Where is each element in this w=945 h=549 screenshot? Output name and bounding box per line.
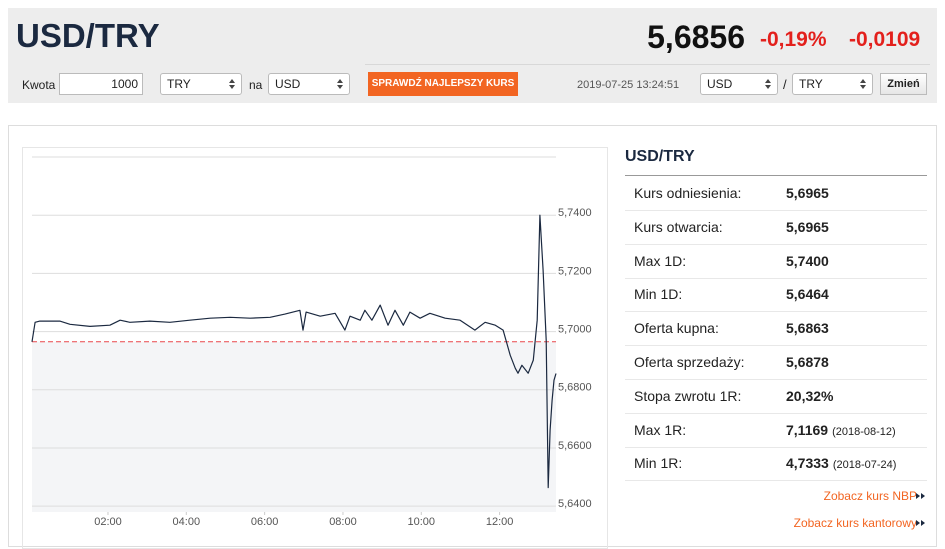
- to-select[interactable]: USD: [268, 73, 350, 95]
- stat-number: 5,6863: [786, 320, 829, 337]
- x-tick-label: 04:00: [173, 516, 201, 528]
- pair-from-select[interactable]: USD: [700, 73, 778, 95]
- joiner: na: [249, 78, 263, 92]
- stat-number: 20,32%: [786, 387, 834, 404]
- stat-label: Max 1R:: [634, 421, 687, 438]
- stat-value: 5,6878: [786, 354, 829, 370]
- stat-number: 4,7333: [786, 455, 829, 472]
- stat-number: 5,6965: [786, 218, 829, 235]
- exchange-link[interactable]: Zobacz kurs kantorowy: [793, 516, 917, 530]
- price-line: [31, 214, 557, 489]
- price: 5,6856: [647, 19, 745, 55]
- stat-label: Min 1D:: [634, 286, 683, 303]
- stat-row: Min 1R: 4,7333 (2018-07-24): [625, 446, 927, 482]
- stat-row: Min 1D: 5,6464: [625, 277, 927, 313]
- pair-title: USD/TRY: [16, 17, 160, 54]
- stat-value: 7,1169 (2018-08-12): [786, 422, 896, 438]
- link-arrow: [916, 520, 920, 526]
- page: USD/TRY 5,6856 -0,19% -0,0109 Kwota 1000…: [8, 8, 937, 549]
- stat-row: Oferta sprzedaży: 5,6878: [625, 345, 927, 380]
- stat-number: 5,6464: [786, 286, 829, 303]
- timestamp: 2019-07-25 13:24:51: [577, 79, 680, 91]
- stat-number: 7,1169: [786, 421, 829, 438]
- y-tick-label: 5,7000: [558, 323, 592, 335]
- stat-number: 5,6878: [786, 354, 829, 370]
- stat-number: 5,7400: [786, 252, 829, 269]
- link-arrow: [921, 493, 925, 499]
- stat-row: Kurs otwarcia: 5,6965: [625, 210, 927, 245]
- y-tick-label: 5,6600: [558, 440, 592, 452]
- y-tick-label: 5,7200: [558, 265, 592, 277]
- stat-label: Oferta kupna:: [634, 320, 719, 337]
- stat-row: Max 1D: 5,7400: [625, 244, 927, 279]
- x-tick-label: 02:00: [94, 516, 122, 528]
- x-tick-label: 12:00: [486, 516, 514, 528]
- stat-value: 4,7333 (2018-07-24): [786, 455, 896, 471]
- amount-input[interactable]: 1000: [59, 73, 143, 95]
- stat-value: 5,6965: [786, 219, 829, 235]
- stat-row: Oferta kupna: 5,6863: [625, 311, 927, 347]
- nbp-link[interactable]: Zobacz kurs NBP: [823, 489, 917, 503]
- stat-label: Stopa zwrotu 1R:: [634, 387, 742, 404]
- chart: 5,6400 5,6600 5,6800 5,7000 5,7200 5,7400 02:0…: [31, 156, 592, 528]
- stat-date: (2018-07-24): [832, 459, 897, 472]
- pair-to-select[interactable]: TRY: [792, 73, 873, 95]
- amount-label: Kwota: [22, 78, 56, 92]
- stat-value: 5,6863: [786, 320, 829, 336]
- stat-date: (2018-08-12): [832, 425, 896, 438]
- x-tick-label: 06:00: [251, 516, 279, 528]
- pair-separator: /: [783, 77, 787, 92]
- stat-label: Max 1D:: [634, 252, 687, 269]
- x-tick-label: 08:00: [329, 516, 357, 528]
- from-select[interactable]: TRY: [160, 73, 242, 95]
- stat-label: Oferta sprzedaży:: [634, 354, 745, 370]
- panel-title: USD/TRY: [625, 148, 695, 165]
- y-tick-label: 5,6800: [558, 382, 592, 394]
- link-arrow: [916, 493, 920, 499]
- x-tick-label: 10:00: [408, 516, 436, 528]
- stat-value: 5,6965: [786, 185, 829, 201]
- stat-label: Kurs odniesienia:: [634, 185, 742, 201]
- change-pct: -0,19%: [760, 28, 827, 51]
- best-rate-button[interactable]: SPRAWDŹ NAJLEPSZY KURS: [368, 72, 518, 96]
- stat-row: Kurs odniesienia: 5,6965: [625, 176, 927, 211]
- stat-label: Min 1R:: [634, 455, 683, 472]
- swap-button[interactable]: Zmień: [880, 73, 927, 95]
- stat-value: 20,32%: [786, 388, 833, 404]
- change-abs: -0,0109: [849, 28, 921, 51]
- divider: [365, 64, 930, 65]
- stat-value: 5,7400: [786, 253, 829, 269]
- reference-area: [32, 341, 556, 512]
- link-arrow: [921, 520, 925, 526]
- y-tick-label: 5,6400: [558, 498, 592, 510]
- stat-label: Kurs otwarcia:: [634, 218, 723, 235]
- y-tick-label: 5,7400: [558, 207, 592, 219]
- stat-row: Max 1R: 7,1169 (2018-08-12): [625, 413, 927, 448]
- panel-rule: [625, 175, 927, 176]
- stat-row: Stopa zwrotu 1R: 20,32%: [625, 379, 927, 414]
- stat-value: 5,6464: [786, 286, 829, 302]
- stat-number: 5,6965: [786, 185, 829, 201]
